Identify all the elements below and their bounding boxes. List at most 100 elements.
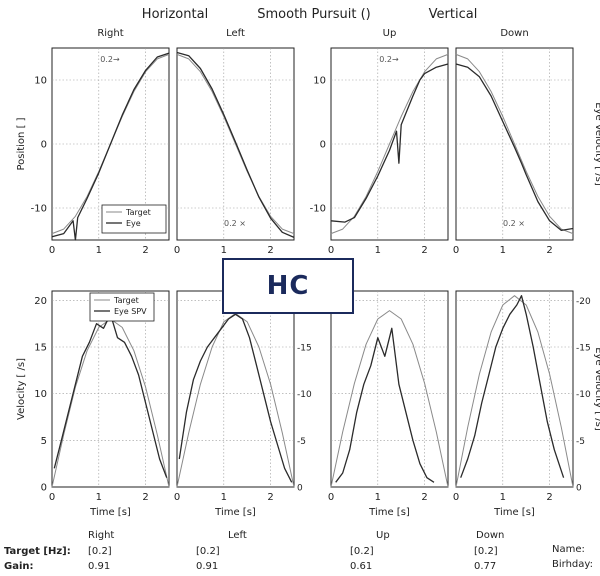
x-tick-label: 1	[221, 492, 227, 503]
x-tick-label: 2	[142, 245, 148, 256]
footer-col-right: Right	[88, 530, 115, 541]
legend-box	[89, 292, 155, 322]
footer-gain-left: 0.91	[196, 561, 219, 572]
footer-col-left: Left	[228, 530, 247, 541]
series-eye-line	[460, 295, 565, 478]
footer-name-label: Name:	[552, 544, 585, 555]
x-axis-label: Time [s]	[89, 507, 131, 518]
chart-panel: 0 1 2 Down Eye Velocity [ /s] 0.2 ×	[453, 28, 600, 256]
series-eye-line	[335, 327, 435, 483]
chart-panel: 0 1 2 20 15 10 5 0 Time [s] Velocity [ /s] Target E…	[16, 290, 170, 518]
x-tick-label: 1	[375, 245, 381, 256]
series-target-line	[330, 53, 449, 235]
series-eye-line	[455, 63, 574, 232]
x-tick-label: 2	[546, 492, 552, 503]
legend: Target Eye SPV	[89, 292, 155, 322]
chart-panel: 0 1 2 Left 0.2 ×	[174, 28, 295, 256]
chart-panel: 0 1 2 Time [s]	[328, 290, 449, 518]
right-axis-label: Eye Velocity [ /s]	[593, 347, 600, 431]
footer-gain-down: 0.77	[474, 561, 497, 572]
x-tick-label: 0	[174, 245, 180, 256]
x-tick-label: 0	[328, 492, 334, 503]
x-tick-label: 2	[421, 245, 427, 256]
right-y-tick-label: -15	[576, 344, 591, 354]
legend-entry: Target	[113, 296, 139, 305]
y-tick-label: 10	[34, 76, 47, 87]
frequency-annotation: 0.2→	[100, 55, 120, 64]
footer-col-up: Up	[376, 530, 390, 541]
header-smooth-pursuit: Smooth Pursuit ()	[257, 7, 370, 22]
legend-box	[101, 204, 167, 234]
series-target-line	[330, 310, 449, 488]
right-y-tick-label: -10	[576, 390, 591, 400]
y-tick-label: -10	[31, 204, 47, 215]
series-eye-line	[51, 52, 170, 241]
footer-gain-label: Gain:	[4, 561, 34, 572]
series-eye-line	[53, 313, 168, 478]
right-axis-label: Eye Velocity [ /s]	[593, 102, 600, 186]
y-tick-label: 5	[41, 436, 47, 447]
x-tick-label: 1	[500, 492, 506, 503]
footer-gain-right: 0.91	[88, 561, 111, 572]
x-axis-label: Time [s]	[368, 507, 410, 518]
series-target-line	[51, 318, 170, 488]
header-horizontal: Horizontal	[142, 7, 208, 22]
x-tick-label: 1	[500, 245, 506, 256]
legend-entry: Eye	[126, 219, 141, 228]
series-target-line	[455, 53, 574, 235]
right-y-tick-label: -20	[576, 297, 591, 307]
x-tick-label: 0	[453, 245, 459, 256]
plot-frame	[176, 290, 295, 488]
y-axis-label: Velocity [ /s]	[16, 358, 27, 420]
right-y-tick-label: -10	[297, 390, 312, 400]
footer-target-right: [0.2]	[88, 546, 112, 557]
footer-col-down: Down	[476, 530, 505, 541]
chart-title: Down	[500, 28, 528, 39]
y-tick-label: 10	[34, 389, 47, 400]
chart-panel: 0 1 2 10 0 -10 Right Position [ ] 0.2→ Target Eye	[16, 28, 170, 256]
plot-frame	[51, 290, 170, 488]
x-tick-label: 2	[267, 245, 273, 256]
x-tick-label: 2	[142, 492, 148, 503]
footer-target-down: [0.2]	[474, 546, 498, 557]
legend-entry: Target	[125, 208, 151, 217]
x-tick-label: 2	[421, 492, 427, 503]
right-y-tick-label: 0	[576, 484, 582, 494]
hc-overlay-label: HC	[266, 271, 310, 301]
series-target-line	[176, 53, 295, 235]
footer-target-up: [0.2]	[350, 546, 374, 557]
frequency-annotation: 0.2 ×	[224, 219, 246, 228]
right-y-tick-label: -5	[576, 437, 585, 447]
footer-gain-up: 0.61	[350, 561, 373, 572]
x-axis-label: Time [s]	[214, 507, 256, 518]
chart-panel: 0 1 2 -20 -15 -10 -5 0 Time [s] Eye Velocity [ /s…	[453, 290, 600, 518]
x-tick-label: 1	[375, 492, 381, 503]
x-tick-label: 0	[49, 492, 55, 503]
series-eye-line	[176, 51, 295, 238]
x-tick-label: 2	[546, 245, 552, 256]
y-axis-label: Position [ ]	[16, 117, 27, 170]
chart-title: Right	[97, 28, 123, 39]
chart-panel: 0 1 2 -15 -10 -5 0 Time [s]	[174, 290, 312, 518]
series-target-line	[176, 312, 295, 488]
x-tick-label: 0	[453, 492, 459, 503]
header-vertical: Vertical	[429, 7, 478, 22]
series-eye-line	[178, 313, 293, 483]
chart-title: Up	[383, 28, 397, 39]
x-tick-label: 0	[174, 492, 180, 503]
footer-birthday-label: Birhday:	[552, 559, 593, 570]
frequency-annotation: 0.2→	[379, 55, 399, 64]
y-tick-label: 15	[34, 343, 47, 354]
series-eye-line	[330, 63, 449, 223]
y-tick-label: 20	[34, 296, 47, 307]
frequency-annotation: 0.2 ×	[503, 219, 525, 228]
x-tick-label: 1	[221, 245, 227, 256]
chart-title: Left	[226, 28, 245, 39]
right-y-tick-label: -15	[297, 344, 312, 354]
series-target-line	[455, 295, 574, 488]
y-tick-label: 0	[320, 140, 326, 151]
x-axis-label: Time [s]	[493, 507, 535, 518]
x-tick-label: 1	[96, 492, 102, 503]
legend-entry: Eye SPV	[114, 307, 147, 316]
